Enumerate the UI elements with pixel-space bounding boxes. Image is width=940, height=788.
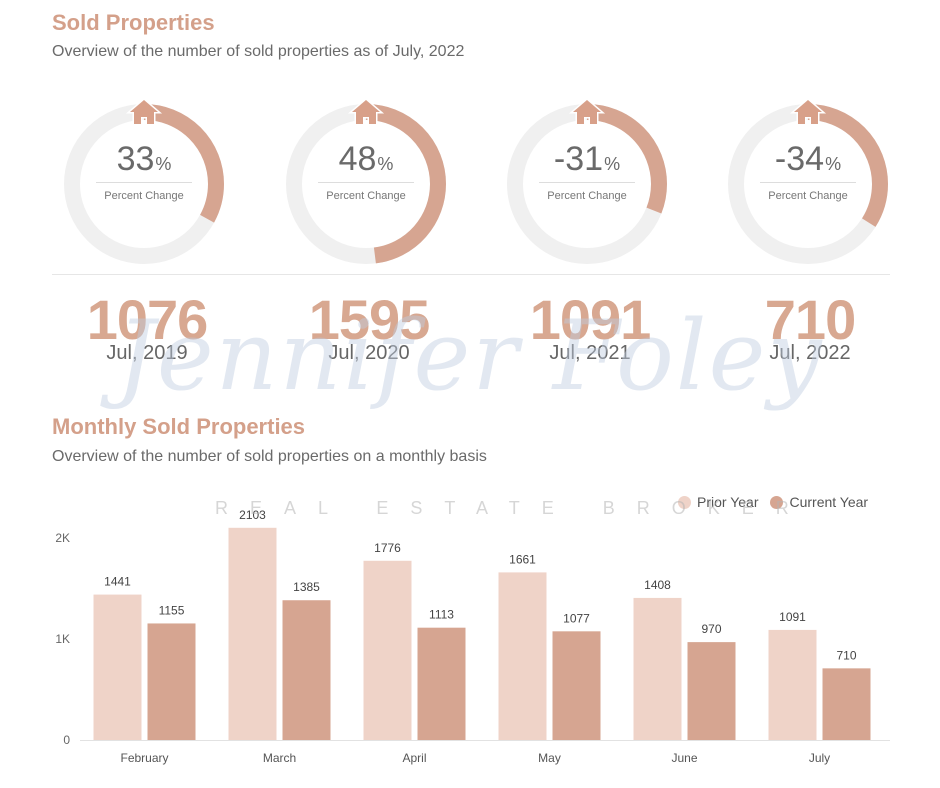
percent-number: 48 xyxy=(338,140,377,178)
x-tick-label: February xyxy=(120,751,168,765)
percent-change-label: Percent Change xyxy=(326,190,406,202)
percent-change-value: 48% xyxy=(284,140,448,179)
yearly-total: 1076 Jul, 2019 xyxy=(47,288,247,365)
percent-change-donut: -31% Percent Change xyxy=(505,96,669,266)
percent-change-value: 33% xyxy=(62,140,226,179)
house-icon xyxy=(789,98,827,126)
percent-change-label: Percent Change xyxy=(768,190,848,202)
legend-item-prior: Prior Year xyxy=(678,494,758,510)
bar-current-year xyxy=(282,600,331,740)
bar-value-label: 1091 xyxy=(779,610,806,624)
percent-sign: % xyxy=(825,154,842,174)
house-icon xyxy=(347,98,385,126)
bar-value-label: 970 xyxy=(701,622,721,636)
bar-current-year xyxy=(822,668,871,740)
yearly-total-value: 1595 xyxy=(308,288,431,351)
percent-sign: % xyxy=(155,154,172,174)
section-divider xyxy=(52,274,890,275)
chart-legend: Prior Year Current Year xyxy=(678,494,880,510)
percent-sign: % xyxy=(604,154,621,174)
legend-label-current: Current Year xyxy=(789,494,869,510)
legend-label-prior: Prior Year xyxy=(697,494,759,510)
yearly-total-value: 710 xyxy=(764,288,856,351)
x-tick-label: March xyxy=(263,751,296,765)
percent-number: -31 xyxy=(553,140,604,178)
yearly-total: 1595 Jul, 2020 xyxy=(269,288,469,365)
donut-rule xyxy=(760,182,856,183)
x-tick-label: May xyxy=(538,751,561,765)
monthly-subtitle: Overview of the number of sold propertie… xyxy=(52,448,487,465)
x-tick-label: April xyxy=(402,751,426,765)
donut-rule xyxy=(539,182,635,183)
bar-value-label: 1155 xyxy=(159,603,185,617)
bar-current-year xyxy=(417,627,466,740)
bar-value-label: 1661 xyxy=(509,552,536,566)
yearly-total-value: 1091 xyxy=(529,288,652,351)
bar-current-year xyxy=(552,631,601,740)
percent-sign: % xyxy=(377,154,394,174)
x-tick-label: July xyxy=(809,751,830,765)
percent-change-label: Percent Change xyxy=(547,190,627,202)
bar-value-label: 1776 xyxy=(374,541,401,555)
yearly-total-value: 1076 xyxy=(86,288,209,351)
legend-swatch-current xyxy=(770,495,784,509)
percent-change-donut: 48% Percent Change xyxy=(284,96,448,266)
bar-value-label: 710 xyxy=(836,648,856,662)
bar-value-label: 1408 xyxy=(644,578,671,592)
bar-prior-year xyxy=(363,560,412,740)
x-tick-label: June xyxy=(671,751,697,765)
bar-current-year xyxy=(147,623,196,740)
bar-value-label: 1077 xyxy=(563,611,590,625)
legend-item-current: Current Year xyxy=(770,494,868,510)
bar-value-label: 1441 xyxy=(104,575,131,589)
yearly-total-period: Jul, 2019 xyxy=(106,342,188,364)
yearly-total-period: Jul, 2021 xyxy=(549,342,631,364)
yearly-total: 1091 Jul, 2021 xyxy=(490,288,690,365)
bar-prior-year xyxy=(228,527,277,740)
bar-prior-year xyxy=(498,572,547,740)
percent-change-value: -31% xyxy=(505,140,669,179)
yearly-total: 710 Jul, 2022 xyxy=(710,288,910,365)
y-tick-label: 2K xyxy=(55,531,70,545)
yearly-total-period: Jul, 2020 xyxy=(328,342,410,364)
percent-change-label: Percent Change xyxy=(104,190,184,202)
bar-prior-year xyxy=(768,629,817,740)
y-tick-label: 0 xyxy=(63,733,70,747)
percent-change-donut: -34% Percent Change xyxy=(726,96,890,266)
bar-value-label: 1385 xyxy=(293,580,320,594)
bar-value-label: 2103 xyxy=(239,508,266,522)
percent-number: -34 xyxy=(774,140,825,178)
percent-number: 33 xyxy=(116,140,155,178)
donut-rule xyxy=(96,182,192,183)
percent-change-donut: 33% Percent Change xyxy=(62,96,226,266)
bar-prior-year xyxy=(633,597,682,740)
house-icon xyxy=(125,98,163,126)
house-icon xyxy=(568,98,606,126)
bar-current-year xyxy=(687,642,736,740)
yearly-total-period: Jul, 2022 xyxy=(769,342,851,364)
bar-value-label: 1113 xyxy=(429,608,454,622)
legend-swatch-prior xyxy=(678,495,691,509)
monthly-title: Monthly Sold Properties xyxy=(52,414,306,439)
bar-prior-year xyxy=(93,594,142,740)
y-tick-label: 1K xyxy=(55,632,70,646)
percent-change-value: -34% xyxy=(726,140,890,179)
page-title: Sold Properties xyxy=(52,10,215,35)
page-subtitle: Overview of the number of sold propertie… xyxy=(52,43,465,60)
donut-rule xyxy=(318,182,414,183)
